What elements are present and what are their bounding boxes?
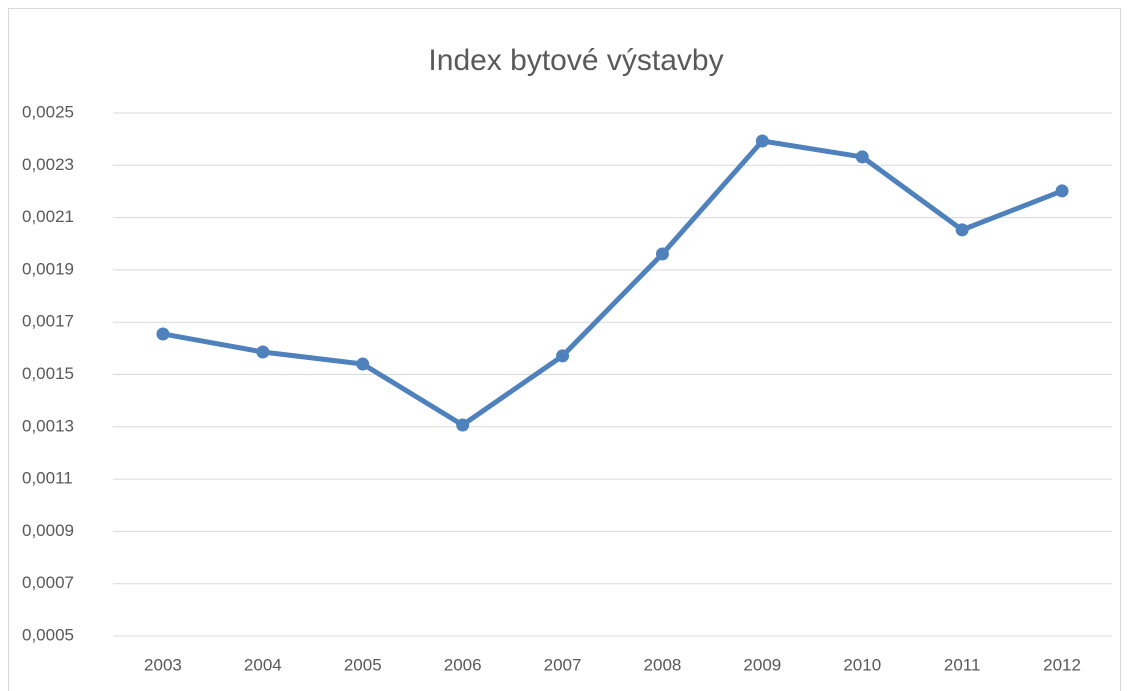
data-point xyxy=(655,247,669,261)
x-tick-label: 2003 xyxy=(144,655,182,674)
data-point xyxy=(755,134,769,148)
y-tick-label: 0,0021 xyxy=(22,207,74,226)
y-tick-label: 0,0017 xyxy=(22,312,74,331)
data-point xyxy=(1055,184,1069,198)
x-tick-label: 2005 xyxy=(344,655,382,674)
y-tick-label: 0,0025 xyxy=(22,102,74,121)
series-line xyxy=(160,138,1065,428)
y-tick-label: 0,0023 xyxy=(22,155,74,174)
x-tick-label: 2004 xyxy=(244,655,282,674)
data-point xyxy=(556,349,570,363)
y-tick-label: 0,0007 xyxy=(22,573,74,592)
x-tick-label: 2009 xyxy=(743,655,781,674)
chart-title: Index bytové výstavby xyxy=(428,44,723,77)
x-tick-label: 2006 xyxy=(444,655,482,674)
y-tick-label: 0,0013 xyxy=(22,416,74,435)
y-tick-label: 0,0019 xyxy=(22,259,74,278)
data-point xyxy=(955,223,969,237)
data-point xyxy=(256,345,270,359)
y-tick-label: 0,0005 xyxy=(22,625,74,644)
x-tick-label: 2008 xyxy=(644,655,682,674)
data-point xyxy=(855,150,869,164)
x-tick-label: 2007 xyxy=(544,655,582,674)
y-tick-label: 0,0015 xyxy=(22,364,74,383)
data-point xyxy=(356,357,370,371)
y-tick-label: 0,0009 xyxy=(22,521,74,540)
x-tick-label: 2012 xyxy=(1043,655,1081,674)
x-tick-label: 2010 xyxy=(843,655,881,674)
data-point xyxy=(156,327,170,341)
x-tick-label: 2011 xyxy=(944,655,981,674)
data-point xyxy=(456,418,470,432)
y-tick-label: 0,0011 xyxy=(22,469,73,488)
